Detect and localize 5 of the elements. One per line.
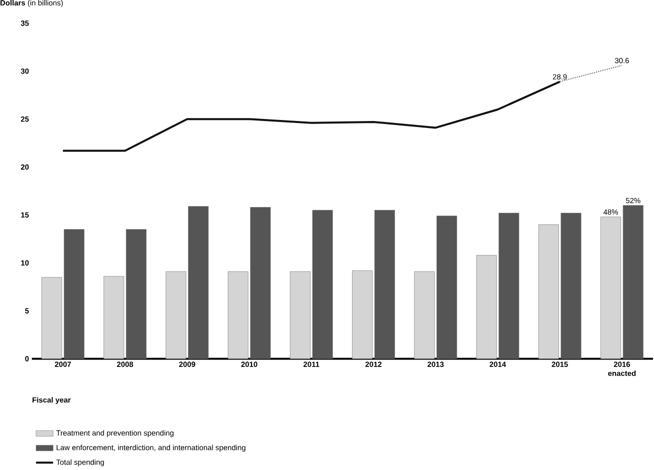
bar (104, 276, 124, 359)
line-series (62, 80, 561, 152)
bar (352, 270, 373, 359)
bar (126, 229, 146, 359)
bar (374, 210, 395, 359)
